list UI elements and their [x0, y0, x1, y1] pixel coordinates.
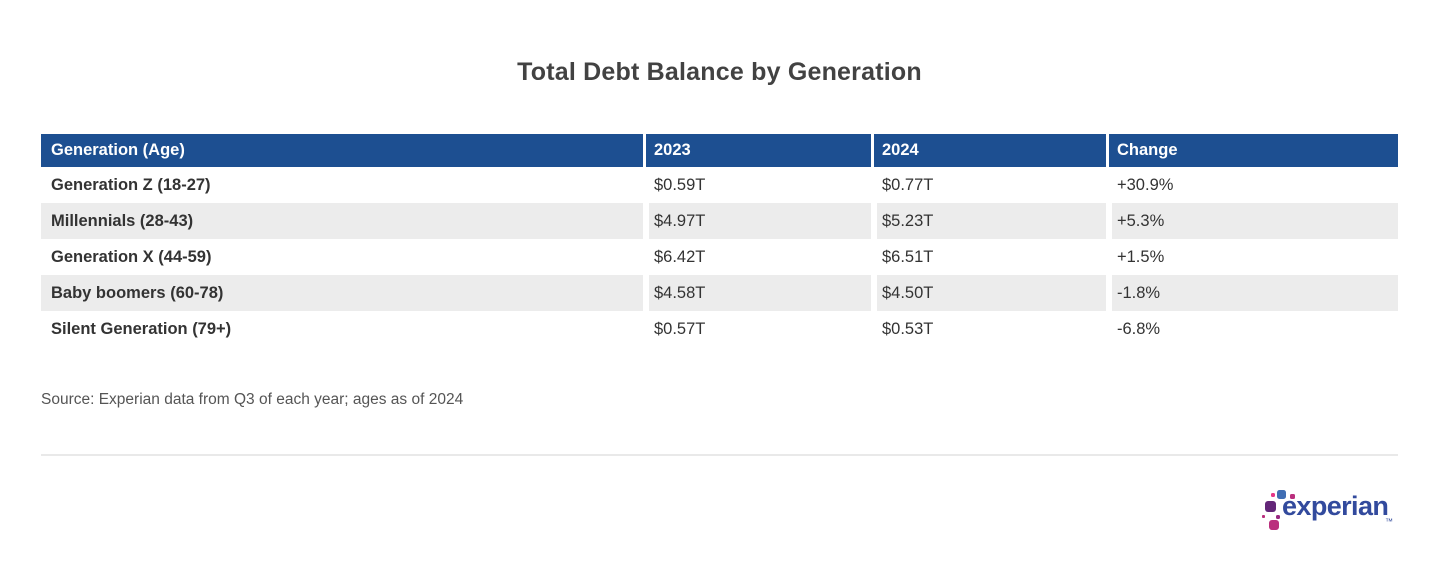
debt-balance-table: Generation (Age) 2023 2024 Change Genera… [41, 134, 1398, 347]
logo-square-magenta-med-icon [1269, 520, 1279, 530]
cell-2024: $5.23T [871, 203, 1106, 239]
source-note: Source: Experian data from Q3 of each ye… [41, 391, 464, 408]
experian-wordmark: experian [1282, 491, 1389, 521]
cell-change: +30.9% [1106, 167, 1398, 203]
table-body: Generation Z (18-27) $0.59T $0.77T +30.9… [41, 167, 1398, 347]
logo-square-blue-icon [1277, 490, 1286, 499]
cell-2024: $6.51T [871, 239, 1106, 275]
cell-generation: Baby boomers (60-78) [41, 275, 643, 311]
logo-square-magenta-dot-icon [1290, 494, 1295, 499]
column-header-generation: Generation (Age) [41, 134, 643, 167]
logo-square-purple-small-icon [1276, 515, 1280, 519]
page-title: Total Debt Balance by Generation [517, 58, 922, 86]
cell-2023: $0.57T [643, 311, 871, 347]
table-row: Generation Z (18-27) $0.59T $0.77T +30.9… [41, 167, 1398, 203]
cell-2023: $4.97T [643, 203, 871, 239]
logo-square-pink-small-icon [1271, 493, 1275, 497]
cell-2024: $0.53T [871, 311, 1106, 347]
cell-2023: $4.58T [643, 275, 871, 311]
column-header-2024: 2024 [871, 134, 1106, 167]
table-row: Millennials (28-43) $4.97T $5.23T +5.3% [41, 203, 1398, 239]
experian-logo: experian ™ [1262, 486, 1402, 538]
table-row: Silent Generation (79+) $0.57T $0.53T -6… [41, 311, 1398, 347]
table-header-row: Generation (Age) 2023 2024 Change [41, 134, 1398, 167]
column-header-2023: 2023 [643, 134, 871, 167]
table-row: Generation X (44-59) $6.42T $6.51T +1.5% [41, 239, 1398, 275]
trademark-symbol: ™ [1385, 517, 1393, 526]
cell-change: -1.8% [1106, 275, 1398, 311]
divider-line [41, 454, 1398, 456]
logo-square-purple-big-icon [1265, 501, 1276, 512]
cell-generation: Generation X (44-59) [41, 239, 643, 275]
table-row: Baby boomers (60-78) $4.58T $4.50T -1.8% [41, 275, 1398, 311]
table-header: Generation (Age) 2023 2024 Change [41, 134, 1398, 167]
cell-generation: Millennials (28-43) [41, 203, 643, 239]
logo-square-magenta-tiny-icon [1262, 515, 1265, 518]
column-header-change: Change [1106, 134, 1398, 167]
cell-change: +5.3% [1106, 203, 1398, 239]
content-area: Total Debt Balance by Generation Generat… [41, 57, 1398, 456]
cell-generation: Silent Generation (79+) [41, 311, 643, 347]
cell-2023: $0.59T [643, 167, 871, 203]
cell-change: -6.8% [1106, 311, 1398, 347]
cell-generation: Generation Z (18-27) [41, 167, 643, 203]
cell-2024: $4.50T [871, 275, 1106, 311]
cell-change: +1.5% [1106, 239, 1398, 275]
cell-2023: $6.42T [643, 239, 871, 275]
cell-2024: $0.77T [871, 167, 1106, 203]
